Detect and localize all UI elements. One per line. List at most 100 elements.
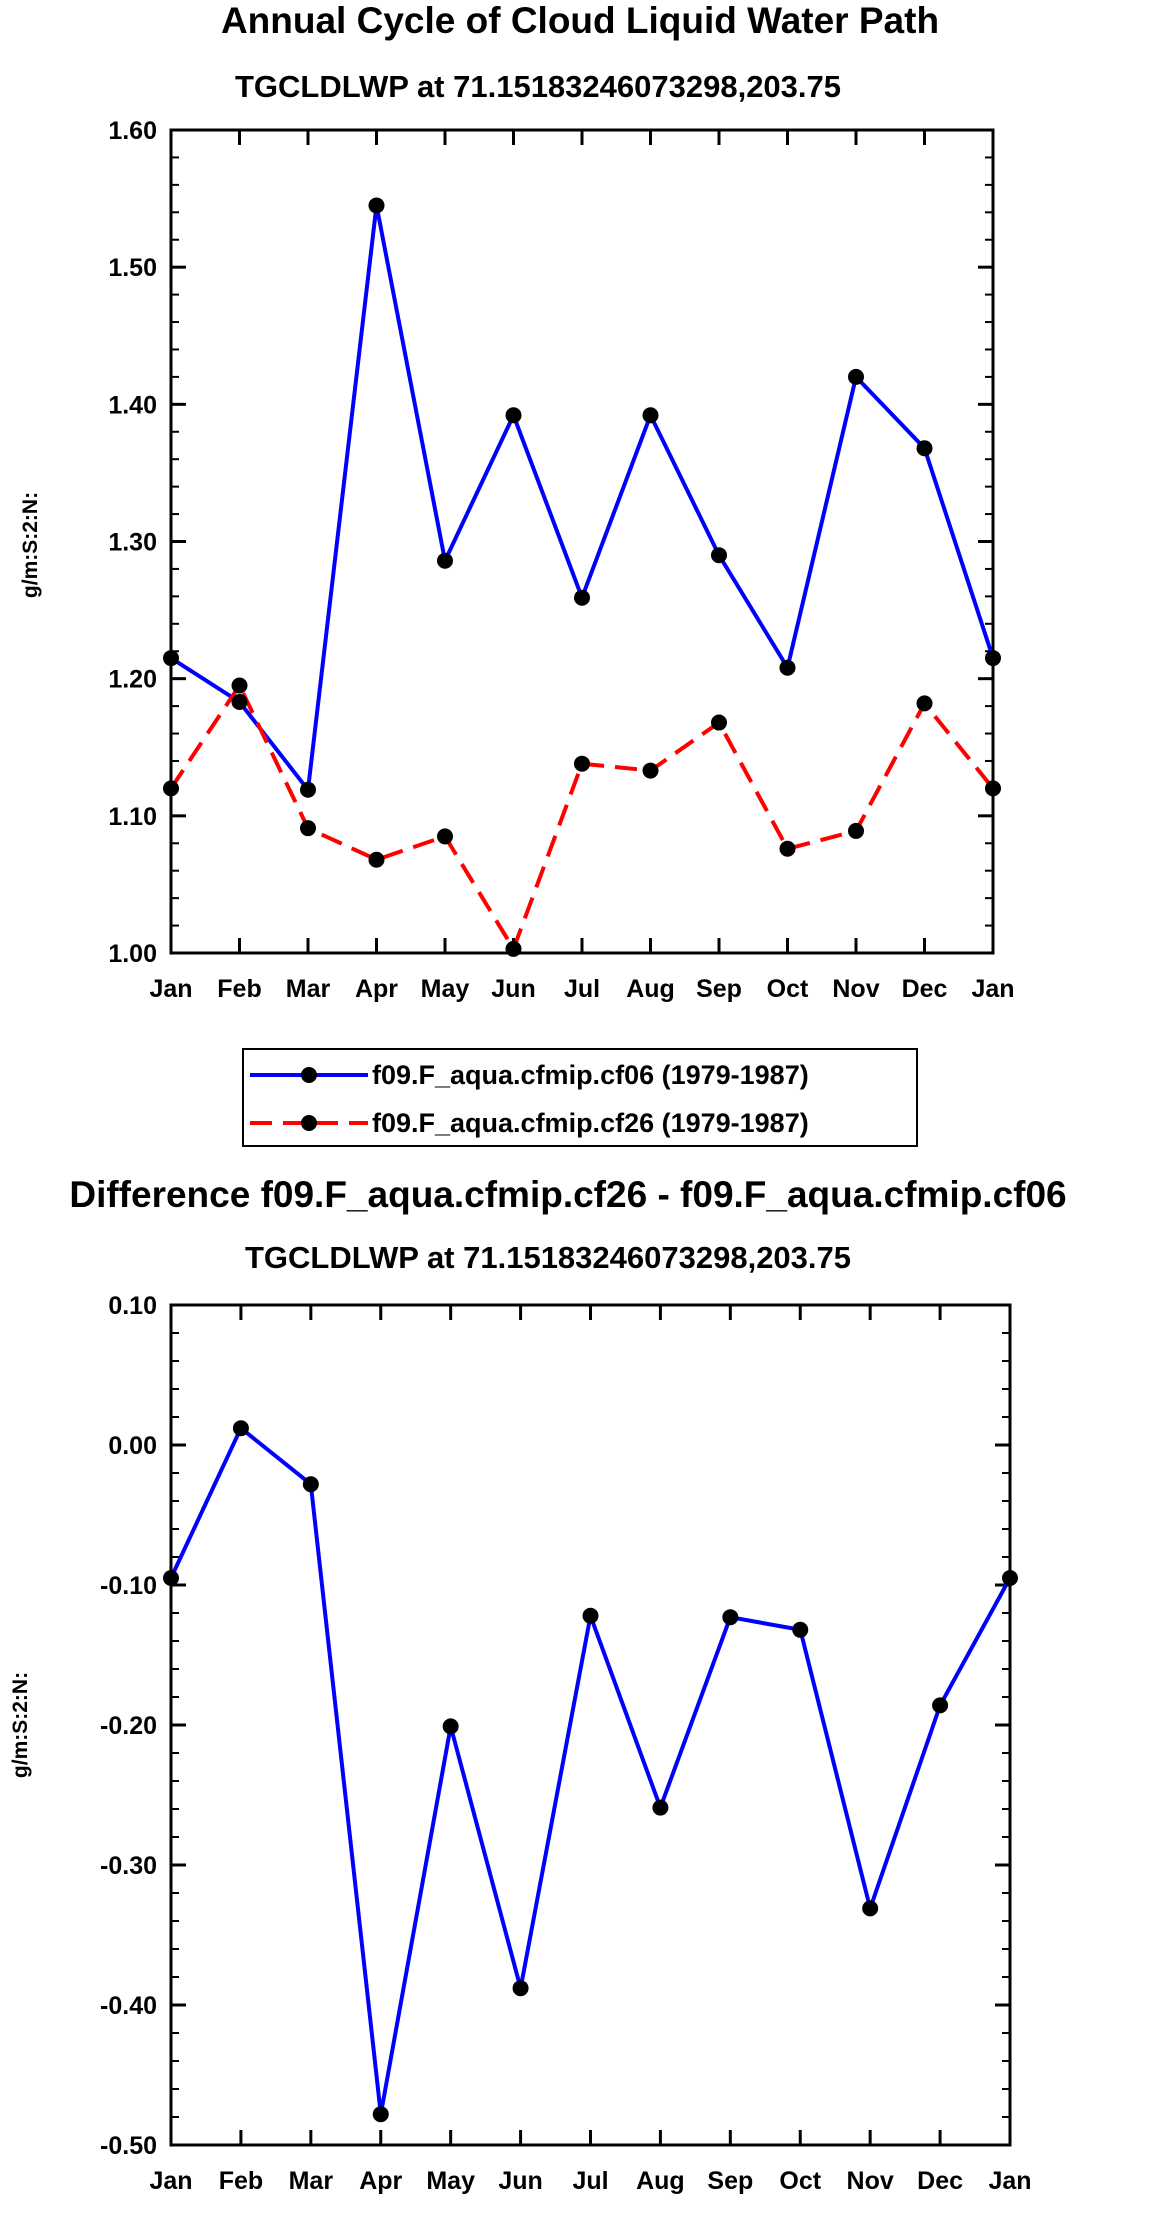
top-series-0-point [163, 650, 179, 667]
bottom-chart: Difference f09.F_aqua.cfmip.cf26 - f09.F… [9, 1174, 1067, 2195]
top-series-0-point [916, 440, 933, 457]
bottom-xtick-label: Oct [779, 2167, 821, 2195]
bottom-series-0-point [442, 1718, 459, 1735]
bottom-xtick-label: Mar [289, 2167, 334, 2195]
bottom-chart-title: Difference f09.F_aqua.cfmip.cf26 - f09.F… [69, 1174, 1066, 1215]
top-series-0-point [437, 552, 453, 569]
bottom-series-0-point [512, 1980, 529, 1997]
bottom-series-0-point [1002, 1570, 1018, 1586]
bottom-ytick-label: -0.50 [100, 2132, 157, 2160]
top-xtick-label: Oct [767, 975, 809, 1003]
top-series-line-0 [169, 205, 995, 795]
bottom-series-0-point [163, 1570, 179, 1586]
bottom-series-0-point [652, 1799, 669, 1816]
bottom-xtick-label: Jul [572, 2167, 608, 2195]
top-ytick-label: 1.40 [108, 391, 157, 419]
top-xtick-label: Jul [564, 975, 600, 1003]
bottom-chart-subtitle: TGCLDLWP at 71.15183246073298,203.75 [245, 1240, 851, 1275]
top-ytick-label: 1.20 [108, 666, 157, 694]
bottom-series-0-point [302, 1476, 319, 1493]
top-series-line-1 [169, 681, 995, 954]
bottom-ytick-label: -0.30 [100, 1852, 157, 1880]
top-series-1-point [231, 677, 248, 694]
top-series-1-point [163, 780, 179, 797]
bottom-xtick-label: Dec [917, 2167, 963, 2195]
bottom-series-0-point [372, 2106, 389, 2123]
top-xtick-label: Dec [902, 975, 948, 1003]
bottom-series-0-point [792, 1621, 809, 1638]
top-ytick-label: 1.10 [108, 803, 157, 831]
bottom-series-0-point [722, 1609, 739, 1626]
legend: f09.F_aqua.cfmip.cf06 (1979-1987) f09.F_… [242, 1048, 918, 1147]
top-xtick-label: Mar [286, 975, 331, 1003]
top-xtick-label: May [421, 975, 470, 1003]
top-series-0-point [711, 547, 727, 564]
top-series-0-point [848, 368, 864, 385]
top-series-1-point [779, 840, 796, 857]
bottom-plot-area: -0.50 -0.40 -0.30 -0.20 -0.10 0.00 0.10 Jan Feb M… [100, 1292, 1032, 2195]
top-series-0-point [985, 650, 1001, 667]
bottom-xtick-label: Aug [636, 2167, 685, 2195]
bottom-ytick-label: 0.00 [108, 1432, 157, 1460]
top-series-1-point [368, 851, 385, 868]
bottom-ytick-label: -0.40 [100, 1992, 157, 2020]
bottom-xtick-label: Jan [149, 2167, 192, 2195]
top-series-0-point [368, 197, 385, 214]
bottom-series-0-point [232, 1420, 249, 1437]
top-chart-title: Annual Cycle of Cloud Liquid Water Path [221, 0, 939, 41]
top-series-1-point [985, 780, 1001, 797]
top-xtick-label: Aug [626, 975, 675, 1003]
top-series-0-point [231, 693, 248, 710]
legend-entry-cf06: f09.F_aqua.cfmip.cf06 (1979-1987) [250, 1060, 809, 1090]
top-series-0-point [574, 589, 590, 606]
top-xtick-label: Jan [149, 975, 192, 1003]
top-series-1-point [711, 714, 727, 731]
bottom-ytick-label: -0.10 [100, 1572, 157, 1600]
top-series-1-point [916, 695, 933, 712]
top-ytick-label: 1.00 [108, 940, 157, 968]
top-ytick-label: 1.50 [108, 254, 157, 282]
top-chart: Annual Cycle of Cloud Liquid Water Path … [19, 0, 1015, 1147]
bottom-xtick-label: Feb [219, 2167, 263, 2195]
top-chart-ylabel: g/m:S:2:N: [19, 492, 42, 598]
top-series-1-point [642, 762, 659, 779]
bottom-xtick-label: Apr [359, 2167, 402, 2195]
top-xtick-label: Nov [832, 975, 879, 1003]
bottom-ytick-label: 0.10 [108, 1292, 157, 1320]
top-xtick-label: Feb [217, 975, 261, 1003]
legend-label-cf06: f09.F_aqua.cfmip.cf06 (1979-1987) [372, 1060, 809, 1090]
top-xtick-label: Apr [355, 975, 398, 1003]
top-plot-area: 1.00 1.10 1.20 1.30 1.40 1.50 1.60 Jan Feb Mar Apr… [108, 117, 1014, 1003]
bottom-series-0-point [582, 1607, 599, 1624]
legend-label-cf26: f09.F_aqua.cfmip.cf26 (1979-1987) [372, 1108, 809, 1138]
top-series-1-point [437, 828, 453, 845]
top-xtick-label: Jan [971, 975, 1014, 1003]
bottom-xtick-label: May [426, 2167, 475, 2195]
legend-entry-cf26: f09.F_aqua.cfmip.cf26 (1979-1987) [250, 1108, 809, 1138]
top-ytick-label: 1.60 [108, 117, 157, 145]
top-xtick-label: Jun [491, 975, 535, 1003]
legend-marker-cf06 [301, 1067, 317, 1083]
legend-box [242, 1048, 918, 1147]
bottom-chart-ylabel: g/m:S:2:N: [9, 1672, 32, 1778]
legend-marker-cf26 [301, 1115, 317, 1131]
top-frame [169, 128, 995, 955]
bottom-series-line-0 [169, 1425, 1012, 2115]
bottom-xtick-label: Jun [498, 2167, 542, 2195]
bottom-series-0-point [862, 1900, 879, 1917]
top-xtick-label: Sep [696, 975, 742, 1003]
top-series-0-point [642, 407, 659, 424]
top-series-1-point [300, 820, 316, 837]
top-series-0-point [505, 407, 522, 424]
top-series-0-point [779, 659, 796, 676]
bottom-series-0-point [932, 1697, 949, 1714]
bottom-xtick-label: Nov [847, 2167, 894, 2195]
bottom-xtick-label: Jan [988, 2167, 1031, 2195]
top-chart-subtitle: TGCLDLWP at 71.15183246073298,203.75 [235, 69, 841, 104]
top-series-1-point [848, 822, 864, 839]
bottom-xtick-label: Sep [707, 2167, 753, 2195]
top-series-0-point [300, 781, 316, 798]
top-ytick-label: 1.30 [108, 529, 157, 557]
bottom-frame [169, 1303, 1012, 2147]
